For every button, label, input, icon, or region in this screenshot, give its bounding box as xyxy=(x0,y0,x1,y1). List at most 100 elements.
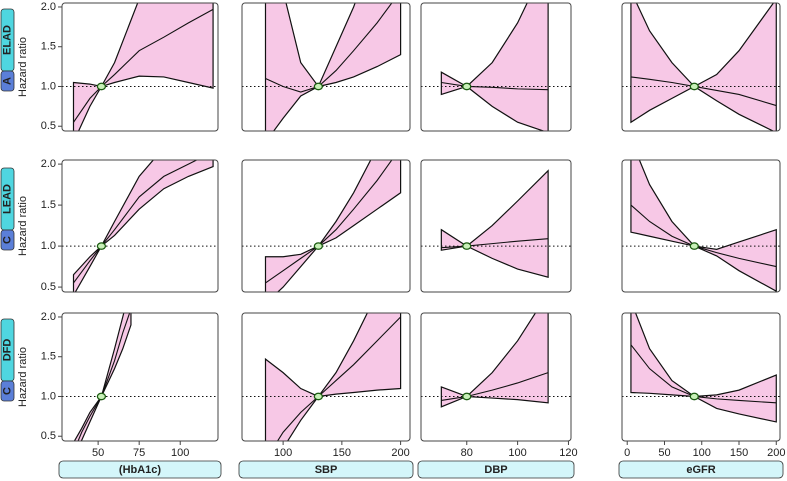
x-axis-label: (HbA1c) xyxy=(119,464,162,476)
y-tick-label: 1.0 xyxy=(41,80,56,92)
y-tick-label: 1.5 xyxy=(41,351,56,363)
panel-plot xyxy=(242,3,410,131)
panel-frame xyxy=(241,2,411,132)
x-axis-label: eGFR xyxy=(686,464,715,476)
x-tick-label: 150 xyxy=(730,447,748,459)
y-tick-label: 1.0 xyxy=(41,390,56,402)
fit-line xyxy=(441,81,549,91)
reference-point xyxy=(689,242,699,250)
x-tick-label: 100 xyxy=(171,447,189,459)
panel-plot xyxy=(421,169,571,279)
panel-plot xyxy=(242,160,410,292)
panel-frame xyxy=(241,159,411,293)
y-tick-label: 0.5 xyxy=(41,430,56,442)
reference-point xyxy=(313,242,324,250)
reference-point xyxy=(313,392,324,401)
x-tick-label: 200 xyxy=(767,447,785,459)
x-tick-label: 200 xyxy=(391,447,409,459)
panel-plot xyxy=(622,160,780,292)
y-axis-label: Hazard ratio xyxy=(17,37,29,97)
panel-plot xyxy=(62,3,218,131)
ci-band xyxy=(440,169,549,279)
ci-band xyxy=(264,3,402,131)
fit-line xyxy=(265,3,393,93)
ci-band xyxy=(630,313,777,423)
fit-line xyxy=(73,8,214,123)
row-label: DFD xyxy=(1,339,13,362)
y-tick-label: 1.5 xyxy=(41,41,56,53)
reference-point xyxy=(462,82,472,91)
x-tick-label: 80 xyxy=(461,447,473,459)
reference-point xyxy=(462,392,472,401)
ci-band xyxy=(440,313,549,408)
x-tick-label: 100 xyxy=(693,447,711,459)
x-axis-label: DBP xyxy=(484,464,507,476)
reference-point xyxy=(689,82,699,91)
panel-plot xyxy=(421,3,571,131)
ci-band xyxy=(630,3,777,131)
x-label-box xyxy=(238,460,414,479)
panel-plot xyxy=(242,313,410,441)
ci-band xyxy=(264,313,402,441)
ci-band xyxy=(630,160,777,292)
row-letter-box xyxy=(0,70,15,92)
x-axis-label: SBP xyxy=(315,464,338,476)
ci-band xyxy=(264,160,402,292)
reference-point xyxy=(313,82,324,91)
fit-line xyxy=(441,372,549,401)
y-tick-label: 0.5 xyxy=(41,120,56,132)
x-tick-label: 75 xyxy=(133,447,145,459)
y-tick-label: 0.5 xyxy=(41,281,56,293)
y-tick-label: 2.0 xyxy=(41,158,56,170)
reference-point xyxy=(96,392,107,401)
panel-frame xyxy=(61,159,219,293)
panel-frame xyxy=(61,2,219,132)
x-tick-label: 50 xyxy=(658,447,670,459)
panel-frame xyxy=(621,159,781,293)
fit-line xyxy=(441,238,549,249)
fit-line xyxy=(73,160,198,284)
panel-frame xyxy=(61,312,219,442)
panel-frame xyxy=(621,312,781,442)
ci-band xyxy=(73,313,132,441)
reference-point xyxy=(96,82,107,91)
reference-point xyxy=(689,392,699,401)
row-letter-box xyxy=(0,380,15,402)
ci-band xyxy=(72,3,214,131)
fit-line xyxy=(265,160,393,284)
panel-frame xyxy=(420,312,572,442)
y-tick-label: 1.0 xyxy=(41,240,56,252)
x-tick-label: 0 xyxy=(624,447,630,459)
reference-point xyxy=(96,242,107,250)
x-tick-label: 100 xyxy=(508,447,526,459)
panel-plot xyxy=(421,313,571,408)
row-label: ELAD xyxy=(1,25,13,55)
ci-band xyxy=(440,3,549,131)
y-tick-label: 2.0 xyxy=(41,1,56,13)
panel-frame xyxy=(420,2,572,132)
row-letter: A xyxy=(1,77,13,85)
x-label-box xyxy=(417,460,575,479)
row-label: LEAD xyxy=(1,184,13,214)
panel-plot xyxy=(622,3,780,131)
y-tick-label: 2.0 xyxy=(41,311,56,323)
x-label-box xyxy=(58,460,222,479)
fit-line xyxy=(276,316,401,441)
panel-plot xyxy=(622,313,780,423)
panel-plot xyxy=(62,313,218,441)
x-tick-label: 150 xyxy=(333,447,351,459)
panel-frame xyxy=(241,312,411,442)
panel-frame xyxy=(420,159,572,293)
x-label-box xyxy=(618,460,784,479)
x-tick-label: 120 xyxy=(559,447,577,459)
panel-frame xyxy=(621,2,781,132)
row-letter: C xyxy=(1,387,13,395)
x-tick-label: 100 xyxy=(274,447,292,459)
y-axis-label: Hazard ratio xyxy=(17,196,29,256)
row-letter-box xyxy=(0,229,15,251)
panel-plot xyxy=(62,160,218,292)
y-tick-label: 1.5 xyxy=(41,199,56,211)
y-axis-label: Hazard ratio xyxy=(17,347,29,407)
ci-band xyxy=(72,160,214,292)
